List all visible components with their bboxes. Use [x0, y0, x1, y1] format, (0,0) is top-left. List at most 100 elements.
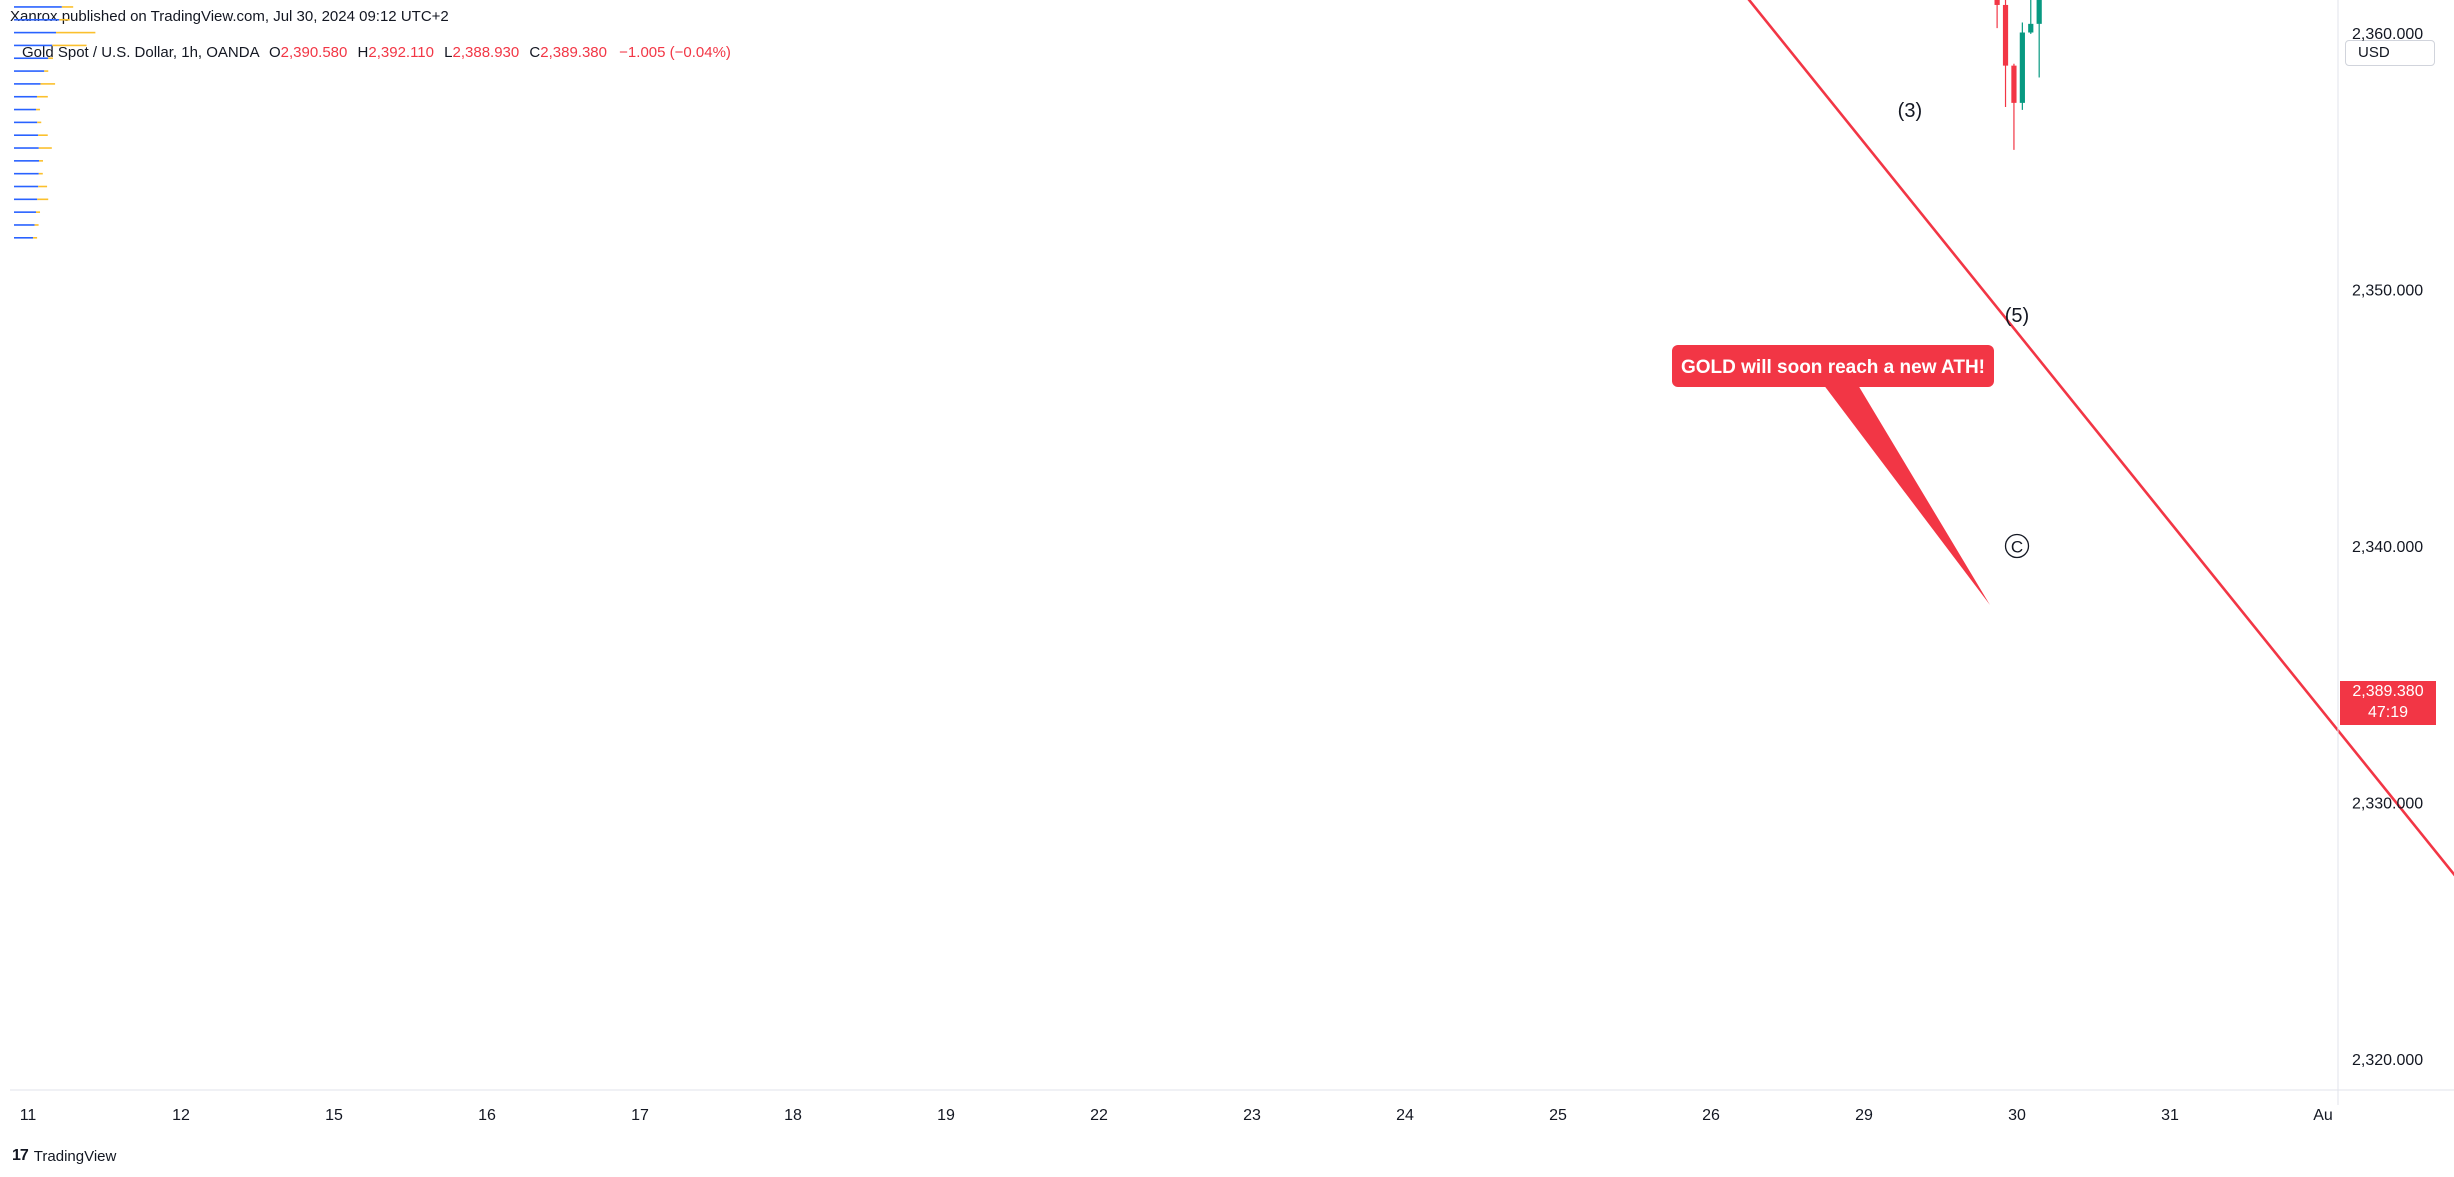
callout-box — [1672, 345, 1994, 387]
low-value: 2,388.930 — [452, 44, 520, 61]
descending-channel — [1747, 0, 2454, 877]
profile-bar-blue — [14, 108, 37, 111]
profile-bar-yellow — [33, 237, 38, 239]
time-tick-label: 19 — [937, 1107, 955, 1124]
open-value: 2,390.580 — [280, 44, 348, 61]
profile-bar-yellow — [59, 18, 70, 21]
profile-bar-blue — [14, 18, 60, 21]
profile-bar-yellow — [44, 70, 49, 72]
candle-up — [2028, 23, 2034, 33]
publisher-line: Xanrox published on TradingView.com, Jul… — [10, 8, 449, 25]
candle-down — [2011, 65, 2017, 103]
profile-bar-yellow — [52, 44, 87, 47]
symbol-name: Gold Spot / U.S. Dollar, 1h, OANDA — [22, 44, 259, 61]
time-tick-label: 12 — [172, 1107, 190, 1124]
high-label: H — [357, 44, 369, 61]
time-tick-label: 16 — [478, 1107, 496, 1124]
bar-countdown: 47:19 — [2367, 704, 2409, 721]
callout-text: GOLD will soon reach a new ATH! — [1681, 357, 1985, 378]
candle-up — [2036, 0, 2042, 24]
last-price-value: 2,389.380 — [2352, 683, 2424, 700]
wave-label: (5) — [2005, 305, 2029, 327]
profile-bar-yellow — [39, 160, 43, 162]
close-label: C — [529, 44, 541, 61]
profile-bar-blue — [14, 224, 35, 226]
profile-bar-blue — [14, 134, 39, 136]
profile-bar-blue — [14, 95, 37, 98]
last-price-tag: 2,389.380 47:19 — [2340, 681, 2436, 725]
ath-callout: GOLD will soon reach a new ATH! — [1672, 345, 1994, 605]
volume-profile — [14, 6, 96, 239]
profile-bar-blue — [14, 211, 37, 213]
profile-bar-yellow — [36, 108, 41, 111]
time-tick-label: 17 — [631, 1107, 649, 1124]
profile-bar-yellow — [36, 95, 48, 98]
tradingview-logo-icon: 17 — [12, 1147, 29, 1164]
price-tick-label: 2,330.000 — [2352, 796, 2423, 813]
currency-selector[interactable]: USD — [2345, 40, 2435, 66]
profile-bar-blue — [14, 160, 39, 162]
price-tick-label: 2,340.000 — [2352, 539, 2423, 556]
callout-pointer — [1820, 380, 1990, 605]
time-tick-label: 24 — [1396, 1107, 1414, 1124]
open-label: O — [268, 44, 281, 61]
profile-bar-yellow — [34, 224, 39, 226]
profile-bar-yellow — [36, 211, 41, 213]
change-value: −1.005 (−0.04%) — [619, 44, 731, 61]
low-label: L — [444, 44, 453, 61]
profile-bar-yellow — [40, 83, 56, 85]
profile-bar-blue — [14, 31, 57, 34]
profile-bar-yellow — [37, 121, 42, 124]
profile-bar-blue — [14, 147, 39, 149]
profile-bar-blue — [14, 83, 41, 85]
profile-bar-yellow — [56, 31, 96, 34]
profile-bar-yellow — [38, 147, 52, 149]
time-tick-label: 30 — [2008, 1107, 2026, 1124]
profile-bar-yellow — [38, 185, 48, 188]
high-value: 2,392.110 — [368, 44, 434, 61]
symbol-legend: Gold Spot / U.S. Dollar, 1h, OANDA O2,39… — [22, 44, 731, 61]
profile-bar-blue — [14, 237, 34, 239]
wave-label: C — [2011, 538, 2023, 557]
candle-up — [2019, 32, 2025, 103]
price-tick-label: 2,350.000 — [2352, 283, 2423, 300]
profile-bar-blue — [14, 198, 38, 201]
time-tick-label: Au — [2313, 1107, 2333, 1124]
profile-bar-yellow — [61, 6, 74, 8]
profile-bar-yellow — [38, 134, 48, 136]
wave-circle — [2004, 533, 2030, 559]
wave-label: (3) — [1898, 100, 1922, 122]
time-tick-label: 29 — [1855, 1107, 1873, 1124]
time-tick-label: 31 — [2161, 1107, 2179, 1124]
time-tick-label: 11 — [20, 1107, 37, 1124]
candles — [1994, 0, 2042, 150]
time-tick-label: 25 — [1549, 1107, 1567, 1124]
profile-bar-yellow — [38, 172, 43, 175]
price-tick-label: 2,360.000 — [2352, 26, 2423, 43]
time-tick-label: 22 — [1090, 1107, 1108, 1124]
time-tick-label: 15 — [325, 1107, 343, 1124]
time-axis[interactable]: 11 12 15 16 17 18 19 22 23 24 25 26 29 30 31 Au — [10, 1089, 2454, 1124]
close-value: 2,389.380 — [540, 44, 607, 61]
profile-bar-blue — [14, 185, 39, 188]
profile-bar-blue — [14, 121, 38, 124]
brand-name: TradingView — [33, 1147, 117, 1165]
price-tick-label: 2,320.000 — [2352, 1052, 2423, 1069]
candle-down — [1994, 0, 2000, 5]
time-tick-label: 26 — [1702, 1107, 1720, 1124]
profile-bar-blue — [14, 57, 49, 60]
wave-labels: (2)(1)(4)(3)(5)AB(2)(1)(4)(3)(5)C12 — [1898, 100, 2030, 559]
time-tick-label: 18 — [784, 1107, 802, 1124]
footer-brand[interactable]: 17 TradingView — [12, 1147, 116, 1165]
profile-bar-blue — [14, 6, 62, 8]
profile-bar-blue — [14, 44, 53, 47]
candle-down — [2002, 4, 2009, 66]
profile-bar-yellow — [37, 198, 49, 201]
price-axis[interactable]: 2,320.000 2,330.000 2,340.000 2,350.000 2,36… — [2337, 0, 2423, 1105]
time-tick-label: 23 — [1243, 1107, 1261, 1124]
channel-line-lower — [1747, 0, 2454, 877]
profile-bar-yellow — [48, 57, 53, 60]
profile-bar-blue — [14, 70, 45, 72]
profile-bar-blue — [14, 172, 39, 175]
